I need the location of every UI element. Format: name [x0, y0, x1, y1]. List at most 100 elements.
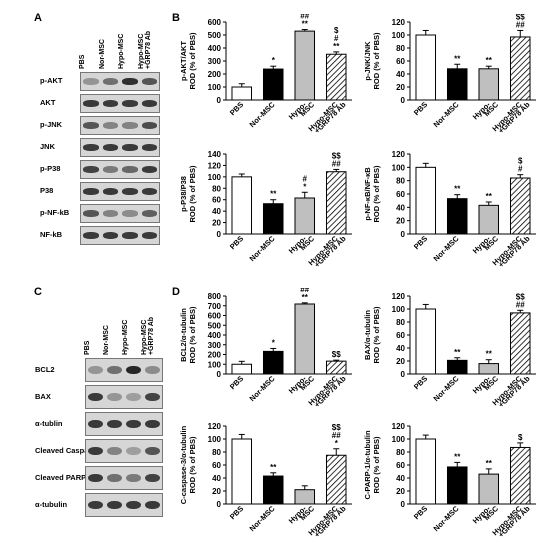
blot-band — [83, 100, 99, 107]
x-tick-label: PBS — [412, 374, 429, 391]
x-tick-label: Nor-MSC — [248, 374, 277, 403]
blot-band — [83, 122, 99, 129]
blot-strip — [85, 385, 163, 409]
y-tick-label: 80 — [396, 448, 405, 457]
bar — [415, 308, 437, 375]
blot-band — [141, 232, 157, 239]
bar-chart-pnfkb: p-NF-κB/NF-κB ROD (% of PBS) 0 20 40 60 80 100 1… — [363, 150, 536, 269]
y-axis-label: ROD (% of PBS) — [188, 306, 197, 364]
significance-marker: ## — [300, 288, 309, 294]
bar — [446, 68, 468, 101]
y-tick-label: 20 — [212, 487, 221, 496]
bar-chart-bcl2: BCL2/α-tubulin ROD (% of PBS) 010020030040… — [179, 288, 352, 409]
y-axis-label: BAX/α-tubulin — [363, 310, 372, 360]
y-tick-label: 20 — [212, 219, 221, 228]
lane-label: PBS — [84, 340, 91, 355]
y-tick-label: 100 — [392, 435, 406, 444]
blot-strip — [80, 72, 160, 91]
significance-marker: $ — [518, 157, 523, 166]
blot-band — [88, 500, 103, 510]
y-tick-label: 60 — [396, 190, 405, 199]
x-tick-label: PBS — [228, 100, 245, 117]
y-axis-label: ROD (% of PBS) — [188, 165, 197, 223]
blot-row-label: α-tublin — [35, 418, 63, 428]
y-tick-label: 200 — [208, 351, 222, 360]
bar — [478, 473, 500, 505]
y-tick-label: 500 — [208, 31, 222, 40]
significance-marker: ** — [454, 54, 461, 63]
blot-band — [145, 392, 160, 402]
blot-strip — [80, 116, 160, 135]
significance-marker: $$ — [516, 14, 525, 21]
x-tick-label: PBS — [228, 234, 245, 251]
bar — [231, 363, 253, 375]
bar — [294, 303, 316, 375]
blot-band — [141, 100, 157, 107]
y-tick-label: 600 — [208, 18, 222, 27]
blot-band — [126, 473, 141, 483]
bar-chart-parp1: C-PARP-1/α-tubulin ROD (% of PBS) 0 20 40 60 8… — [363, 422, 536, 539]
blot-band — [145, 473, 160, 483]
significance-marker: $$ — [332, 423, 341, 432]
y-tick-label: 80 — [212, 448, 221, 457]
y-tick-label: 800 — [208, 292, 222, 301]
y-tick-label: 100 — [208, 435, 222, 444]
y-axis-label: C-caspase-3/α-tubulin — [179, 425, 188, 504]
bar — [478, 68, 500, 101]
blot-strip — [85, 412, 163, 436]
y-tick-label: 400 — [208, 331, 222, 340]
y-tick-label: 100 — [392, 305, 406, 314]
y-tick-label: 80 — [212, 184, 221, 193]
panel-letter-c: C — [34, 286, 42, 298]
bar — [509, 312, 531, 375]
y-tick-label: 0 — [401, 96, 406, 105]
y-tick-label: 100 — [392, 31, 406, 40]
blot-band — [126, 500, 141, 510]
significance-marker: ** — [333, 42, 340, 51]
blot-row-label: Cleaved PARP-1 — [35, 472, 93, 482]
blot-band — [83, 232, 99, 239]
blot-strip — [80, 204, 160, 223]
significance-marker: ** — [270, 190, 277, 199]
y-tick-label: 20 — [396, 83, 405, 92]
y-tick-label: 0 — [401, 500, 406, 509]
blot-row-label: α-tubulin — [35, 499, 68, 509]
blot-band — [122, 78, 138, 85]
y-tick-label: 100 — [392, 163, 406, 172]
bar-chart-pakt: p-AKT/AKT ROD (% of PBS) 0 100 200 300 400 500 6… — [179, 14, 352, 135]
blot-band — [141, 78, 157, 85]
y-tick-label: 0 — [217, 96, 222, 105]
blot-band — [122, 232, 138, 239]
y-tick-label: 120 — [208, 422, 222, 431]
blot-band — [102, 78, 118, 85]
bar — [262, 475, 284, 505]
significance-marker: $ — [334, 26, 339, 35]
bar — [446, 466, 468, 505]
significance-marker: $ — [518, 433, 523, 442]
x-tick-label: PBS — [412, 100, 429, 117]
lane-label: Hypo-MSC — [122, 319, 129, 355]
bar — [478, 363, 500, 375]
bar — [231, 438, 253, 505]
bar — [294, 489, 316, 505]
y-axis-label: ROD (% of PBS) — [188, 436, 197, 494]
lane-label: Nor-MSC — [98, 39, 106, 69]
y-tick-label: 300 — [208, 341, 222, 350]
bar — [262, 203, 284, 235]
x-tick-label: Nor-MSC — [248, 504, 277, 533]
y-tick-label: 80 — [396, 318, 405, 327]
bar-chart-caspase3: C-caspase-3/α-tubulin ROD (% of PBS) 0 20 40… — [179, 422, 352, 539]
significance-marker: ** — [302, 20, 309, 29]
y-tick-label: 120 — [392, 18, 406, 27]
x-tick-label: Nor-MSC — [248, 100, 277, 129]
y-tick-label: 200 — [208, 70, 222, 79]
bar — [262, 350, 284, 375]
y-tick-label: 20 — [396, 217, 405, 226]
bar — [294, 197, 316, 235]
y-tick-label: 60 — [212, 196, 221, 205]
blot-strip — [80, 94, 160, 113]
y-tick-label: 100 — [208, 83, 222, 92]
y-tick-label: 60 — [396, 57, 405, 66]
blot-band — [107, 419, 122, 429]
blot-band — [122, 122, 138, 129]
